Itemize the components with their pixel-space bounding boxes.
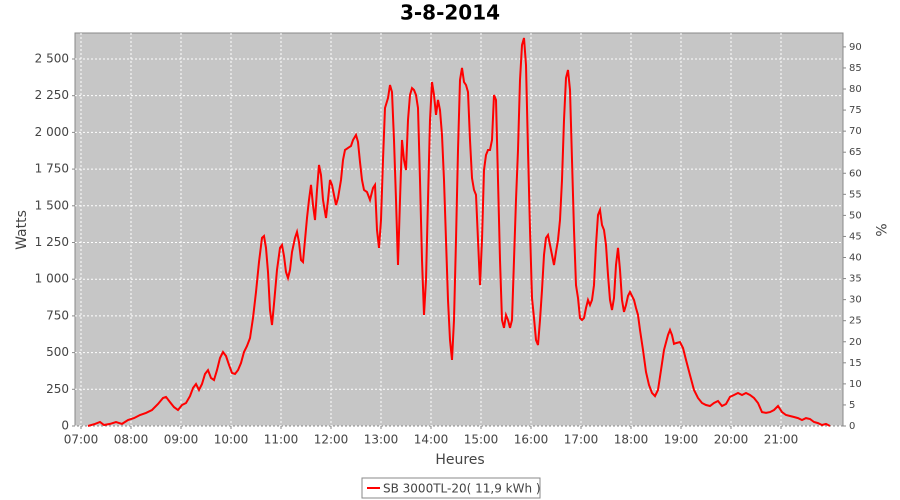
y-tick-label: 2 000 (35, 125, 69, 139)
y2-tick-label: 80 (849, 84, 862, 95)
x-tick-label: 19:00 (664, 433, 699, 447)
y2-tick-label: 45 (849, 231, 862, 242)
x-tick-label: 14:00 (414, 433, 449, 447)
y-tick-label: 500 (46, 345, 69, 359)
y-tick-label: 0 (61, 419, 69, 433)
y2-tick-label: 5 (849, 400, 855, 411)
y2-tick-label: 30 (849, 295, 862, 306)
y2-tick-label: 25 (849, 316, 862, 327)
x-tick-label: 09:00 (164, 433, 199, 447)
x-tick-label: 17:00 (564, 433, 599, 447)
y-tick-label: 1 250 (35, 235, 69, 249)
x-tick-label: 07:00 (64, 433, 99, 447)
y2-tick-label: 75 (849, 105, 862, 116)
x-tick-label: 20:00 (714, 433, 749, 447)
y-tick-label: 250 (46, 382, 69, 396)
x-tick-label: 21:00 (764, 433, 799, 447)
x-tick-label: 12:00 (314, 433, 349, 447)
y2-tick-label: 10 (849, 379, 862, 390)
y-axis-label: Watts (14, 210, 30, 250)
x-axis-label: Heures (435, 452, 484, 468)
x-tick-label: 10:00 (214, 433, 249, 447)
data-line (87, 37, 831, 427)
y2-axis-label: % (872, 223, 888, 236)
y2-tick-label: 55 (849, 189, 862, 200)
y-tick-label: 1 750 (35, 162, 69, 176)
y2-tick-label: 0 (849, 421, 855, 432)
y2-tick-label: 35 (849, 274, 862, 285)
y2-tick-label: 60 (849, 168, 862, 179)
x-tick-label: 08:00 (114, 433, 149, 447)
y2-tick-label: 40 (849, 253, 862, 264)
y-tick-label: 2 250 (35, 88, 69, 102)
x-tick-label: 11:00 (264, 433, 299, 447)
chart-title: 3-8-2014 (400, 1, 500, 25)
x-tick-label: 18:00 (614, 433, 649, 447)
y2-tick-label: 15 (849, 358, 862, 369)
y-tick-label: 750 (46, 308, 69, 322)
y2-tick-label: 85 (849, 63, 862, 74)
x-tick-label: 16:00 (514, 433, 549, 447)
y2-tick-label: 90 (849, 42, 862, 53)
x-tick-label: 15:00 (464, 433, 499, 447)
y-tick-label: 1 500 (35, 198, 69, 212)
y2-tick-label: 50 (849, 210, 862, 221)
x-tick-label: 13:00 (364, 433, 399, 447)
y-tick-label: 2 500 (35, 51, 69, 65)
y2-tick-label: 20 (849, 337, 862, 348)
y2-tick-label: 65 (849, 147, 862, 158)
y2-tick-label: 70 (849, 126, 862, 137)
legend-label: SB 3000TL-20( 11,9 kWh ) (383, 482, 541, 496)
y-tick-label: 1 000 (35, 272, 69, 286)
legend-box (361, 477, 541, 499)
